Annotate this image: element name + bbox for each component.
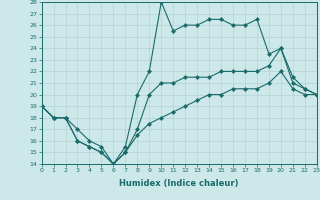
X-axis label: Humidex (Indice chaleur): Humidex (Indice chaleur) — [119, 179, 239, 188]
